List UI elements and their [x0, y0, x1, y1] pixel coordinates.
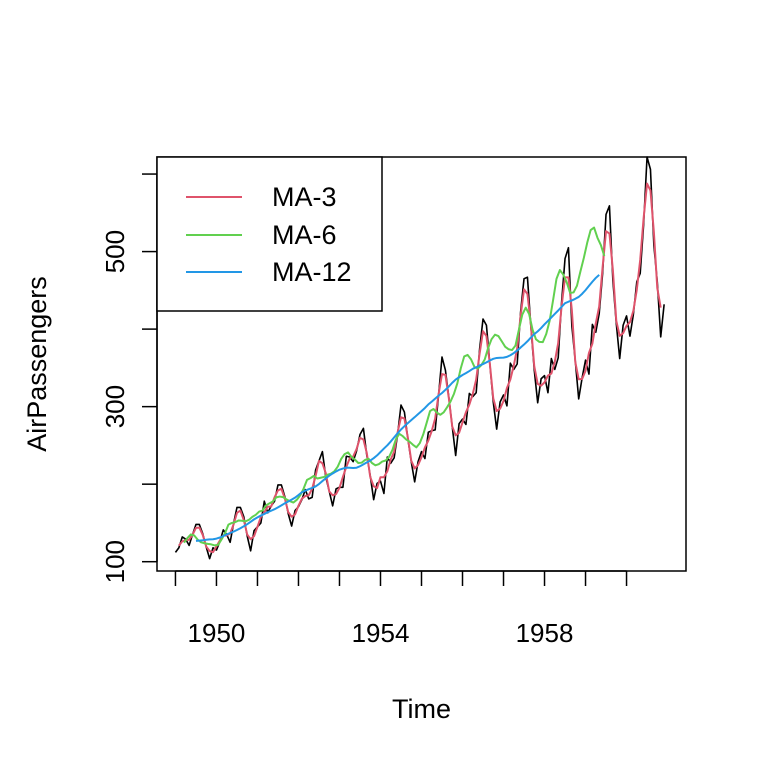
x-axis-label: Time	[392, 694, 451, 724]
series-line-ma12	[195, 274, 600, 542]
y-tick-label-300: 300	[100, 385, 130, 428]
legend: MA-3 MA-6 MA-12	[156, 156, 383, 312]
x-axis: 1950 1954 1958	[174, 570, 628, 648]
x-tick-label-1954: 1954	[352, 618, 410, 648]
legend-label-ma12: MA-12	[272, 257, 352, 287]
legend-label-ma3: MA-3	[272, 182, 337, 212]
x-tick-label-1950: 1950	[188, 618, 246, 648]
series-line-ma3	[178, 182, 662, 554]
series-layer	[174, 156, 665, 560]
y-tick-label-500: 500	[100, 230, 130, 273]
legend-label-ma6: MA-6	[272, 220, 337, 250]
x-tick-label-1958: 1958	[516, 618, 574, 648]
y-axis-label: AirPassengers	[22, 276, 52, 452]
y-tick-label-100: 100	[100, 540, 130, 583]
y-axis: 100 300 500	[100, 173, 158, 583]
